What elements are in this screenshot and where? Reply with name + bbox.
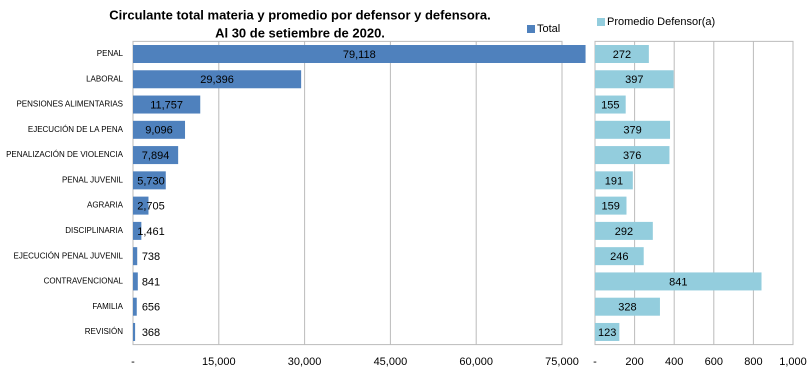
y-tick-label: PENALIZACIÓN DE VIOLENCIA	[6, 150, 124, 159]
data-label: 123	[598, 327, 616, 339]
y-tick-label: FAMILIA	[92, 302, 123, 311]
bar	[133, 322, 136, 341]
bar	[595, 221, 653, 240]
bar	[133, 196, 149, 215]
bar	[595, 70, 674, 89]
y-tick-label: EJECUCIÓN DE LA PENA	[28, 125, 124, 134]
data-label: 159	[602, 201, 620, 213]
y-tick-label: PENAL	[97, 49, 124, 58]
data-label: 738	[142, 251, 160, 263]
x-tick-label: 75,000	[545, 356, 579, 368]
data-label: 272	[613, 49, 631, 61]
x-tick-label: 30,000	[288, 356, 322, 368]
y-tick-label: PENSIONES ALIMENTARIAS	[16, 100, 123, 109]
data-label: 9,096	[145, 125, 173, 137]
bar	[595, 95, 626, 114]
bar	[595, 247, 644, 266]
bar	[133, 146, 179, 165]
x-tick-label: 1,000	[779, 356, 807, 368]
x-tick-label: 200	[625, 356, 643, 368]
y-tick-label: DISCIPLINARIA	[65, 226, 123, 235]
legend-label: Total	[537, 23, 560, 35]
bar	[133, 70, 302, 89]
bar	[595, 272, 762, 291]
bar	[133, 297, 137, 316]
legend-swatch	[597, 18, 605, 26]
data-label: 292	[615, 226, 633, 238]
data-label: 841	[669, 276, 687, 288]
data-label: 397	[625, 74, 643, 86]
data-label: 328	[618, 302, 636, 314]
data-label: 79,118	[343, 49, 376, 61]
bar	[133, 247, 138, 266]
bar	[595, 171, 633, 190]
y-tick-label: REVISIÓN	[85, 327, 123, 336]
data-label: 7,894	[142, 150, 170, 162]
bar	[595, 322, 620, 341]
y-tick-label: AGRARIA	[87, 201, 124, 210]
bar	[595, 196, 627, 215]
data-label: 191	[605, 175, 623, 187]
chart-title: Al 30 de setiembre de 2020.	[215, 25, 385, 40]
data-label: 155	[601, 99, 619, 111]
data-label: 1,461	[137, 226, 165, 238]
data-label: 379	[623, 125, 641, 137]
chart-title: Circulante total materia y promedio por …	[109, 7, 490, 22]
x-tick-label: 45,000	[374, 356, 408, 368]
y-tick-label: PENAL JUVENIL	[62, 175, 124, 184]
y-tick-label: LABORAL	[86, 74, 123, 83]
data-label: 841	[142, 276, 160, 288]
bar	[595, 45, 649, 63]
data-label: 246	[610, 251, 628, 263]
bar	[133, 95, 201, 114]
x-tick-label: -	[131, 356, 135, 368]
data-label: 376	[623, 150, 641, 162]
legend-swatch	[527, 25, 535, 33]
y-tick-label: CONTRAVENCIONAL	[44, 277, 124, 286]
x-tick-label: 60,000	[459, 356, 493, 368]
data-label: 11,757	[150, 99, 183, 111]
x-tick-label: -	[593, 356, 597, 368]
data-label: 5,730	[137, 175, 165, 187]
bar	[133, 45, 586, 63]
bar	[133, 221, 142, 240]
x-tick-label: 400	[665, 356, 683, 368]
bar	[133, 120, 186, 139]
data-label: 29,396	[200, 74, 234, 86]
data-label: 2,705	[137, 201, 165, 213]
bar	[595, 146, 670, 165]
data-label: 656	[142, 302, 160, 314]
y-tick-label: EJECUCIÓN PENAL JUVENIL	[13, 251, 123, 260]
bar	[133, 272, 138, 291]
x-tick-label: 600	[705, 356, 723, 368]
x-tick-label: 800	[744, 356, 762, 368]
bar	[595, 297, 660, 316]
bar	[595, 120, 671, 139]
x-tick-label: 15,000	[202, 356, 236, 368]
data-label: 368	[142, 327, 160, 339]
bar	[133, 171, 166, 190]
legend-label: Promedio Defensor(a)	[607, 16, 715, 28]
